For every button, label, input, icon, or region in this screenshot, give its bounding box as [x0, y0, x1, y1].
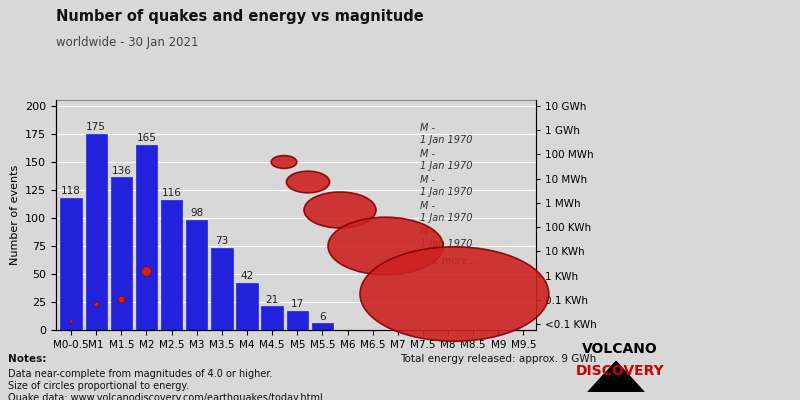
Text: DISCOVERY: DISCOVERY	[576, 364, 664, 378]
Text: 98: 98	[190, 208, 203, 218]
Bar	[262, 306, 283, 330]
Text: 175: 175	[86, 122, 106, 132]
Bar	[86, 134, 107, 330]
Text: VOLCANO: VOLCANO	[582, 342, 658, 356]
Bar	[236, 283, 258, 330]
Text: worldwide - 30 Jan 2021: worldwide - 30 Jan 2021	[56, 36, 198, 49]
Text: 6: 6	[319, 312, 326, 322]
Bar	[211, 248, 233, 330]
Polygon shape	[588, 362, 644, 392]
Text: Data near-complete from magnitudes of 4.0 or higher.: Data near-complete from magnitudes of 4.…	[8, 369, 273, 379]
Text: 116: 116	[162, 188, 182, 198]
Text: 42: 42	[240, 271, 254, 281]
Bar	[186, 220, 207, 330]
Text: M -
1 Jan 1970: M - 1 Jan 1970	[420, 149, 473, 171]
Text: 73: 73	[215, 236, 229, 246]
Bar	[110, 178, 132, 330]
Text: 165: 165	[137, 133, 157, 143]
Text: 21: 21	[266, 295, 278, 305]
Bar	[161, 200, 182, 330]
Text: ... 2 more ...: ... 2 more ...	[420, 256, 480, 266]
Text: 17: 17	[290, 299, 304, 309]
Text: M -
1 Jan 1970: M - 1 Jan 1970	[420, 175, 473, 197]
Text: Number of quakes and energy vs magnitude: Number of quakes and energy vs magnitude	[56, 9, 424, 24]
Text: 136: 136	[111, 166, 131, 176]
Text: M -
1 Jan 1970: M - 1 Jan 1970	[420, 123, 473, 145]
Bar	[60, 198, 82, 330]
Text: Quake data: www.volcanodiscovery.com/earthquakes/today.html: Quake data: www.volcanodiscovery.com/ear…	[8, 393, 322, 400]
Bar	[312, 323, 333, 330]
Text: Size of circles proportional to energy.: Size of circles proportional to energy.	[8, 381, 189, 391]
Text: 118: 118	[61, 186, 81, 196]
Y-axis label: Number of events: Number of events	[10, 165, 19, 265]
Text: Notes:: Notes:	[8, 354, 46, 364]
Text: M -
1 Jan 1970: M - 1 Jan 1970	[420, 201, 473, 223]
Bar	[136, 145, 157, 330]
Text: Total energy released: approx. 9 GWh: Total energy released: approx. 9 GWh	[400, 354, 596, 364]
Text: M -
1 Jan 1970: M - 1 Jan 1970	[420, 227, 473, 249]
Bar	[286, 311, 308, 330]
